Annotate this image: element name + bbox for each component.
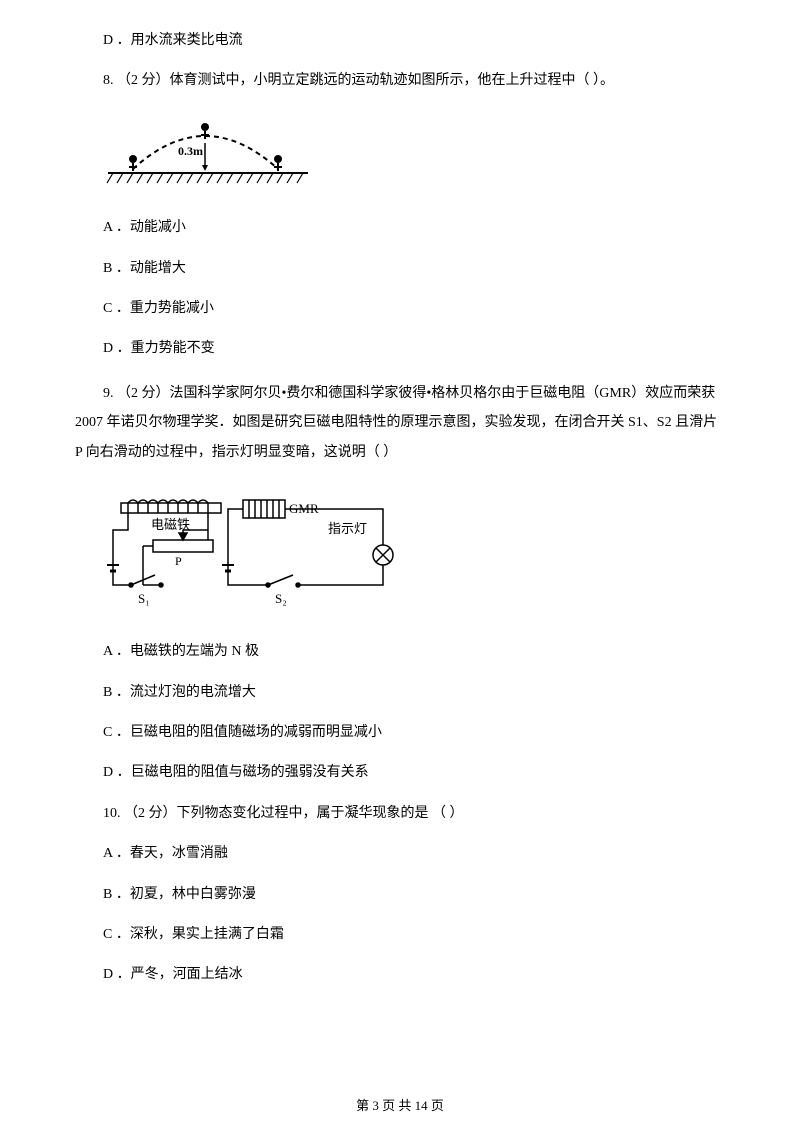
q10-option-b: B ．初夏，林中白雾弥漫 <box>75 884 725 906</box>
q9-option-a: A ．电磁铁的左端为 N 极 <box>75 641 725 663</box>
svg-text:0.3m: 0.3m <box>178 144 203 158</box>
q8-option-c: C ．重力势能减小 <box>75 298 725 320</box>
q8-stem: 8. （2 分）体育测试中，小明立定跳远的运动轨迹如图所示，他在上升过程中（ ）… <box>75 70 725 92</box>
q7-option-d: D ．用水流来类比电流 <box>75 30 725 52</box>
q10-option-c: C ．深秋，果实上挂满了白霜 <box>75 924 725 946</box>
q8-option-a: A ．动能减小 <box>75 217 725 239</box>
q8-option-d: D ．重力势能不变 <box>75 338 725 360</box>
svg-text:指示灯: 指示灯 <box>328 521 367 536</box>
q8-diagram: 0.3m <box>103 111 725 199</box>
q10-option-d: D ．严冬，河面上结冰 <box>75 964 725 986</box>
q9-stem: 9. （2 分）法国科学家阿尔贝•费尔和德国科学家彼得•格林贝格尔由于巨磁电阻（… <box>75 379 725 467</box>
page-footer: 第 3 页 共 14 页 <box>0 1096 800 1117</box>
q8-option-b: B ．动能增大 <box>75 258 725 280</box>
svg-text:电磁铁: 电磁铁 <box>151 517 190 532</box>
q10-option-a: A ．春天，冰雪消融 <box>75 843 725 865</box>
svg-text:P: P <box>175 554 182 568</box>
q9-option-d: D ．巨磁电阻的阻值与磁场的强弱没有关系 <box>75 762 725 784</box>
svg-text:S₁: S₁ <box>138 591 150 606</box>
q9-option-c: C ．巨磁电阻的阻值随磁场的减弱而明显减小 <box>75 722 725 744</box>
q10-stem: 10. （2 分）下列物态变化过程中，属于凝华现象的是 （ ） <box>75 803 725 825</box>
q9-diagram: 电磁铁 GMR 指示灯 P S₁ S₂ <box>103 485 725 623</box>
q9-option-b: B ．流过灯泡的电流增大 <box>75 682 725 704</box>
svg-text:GMR: GMR <box>289 501 319 516</box>
svg-text:S₂: S₂ <box>275 591 287 606</box>
